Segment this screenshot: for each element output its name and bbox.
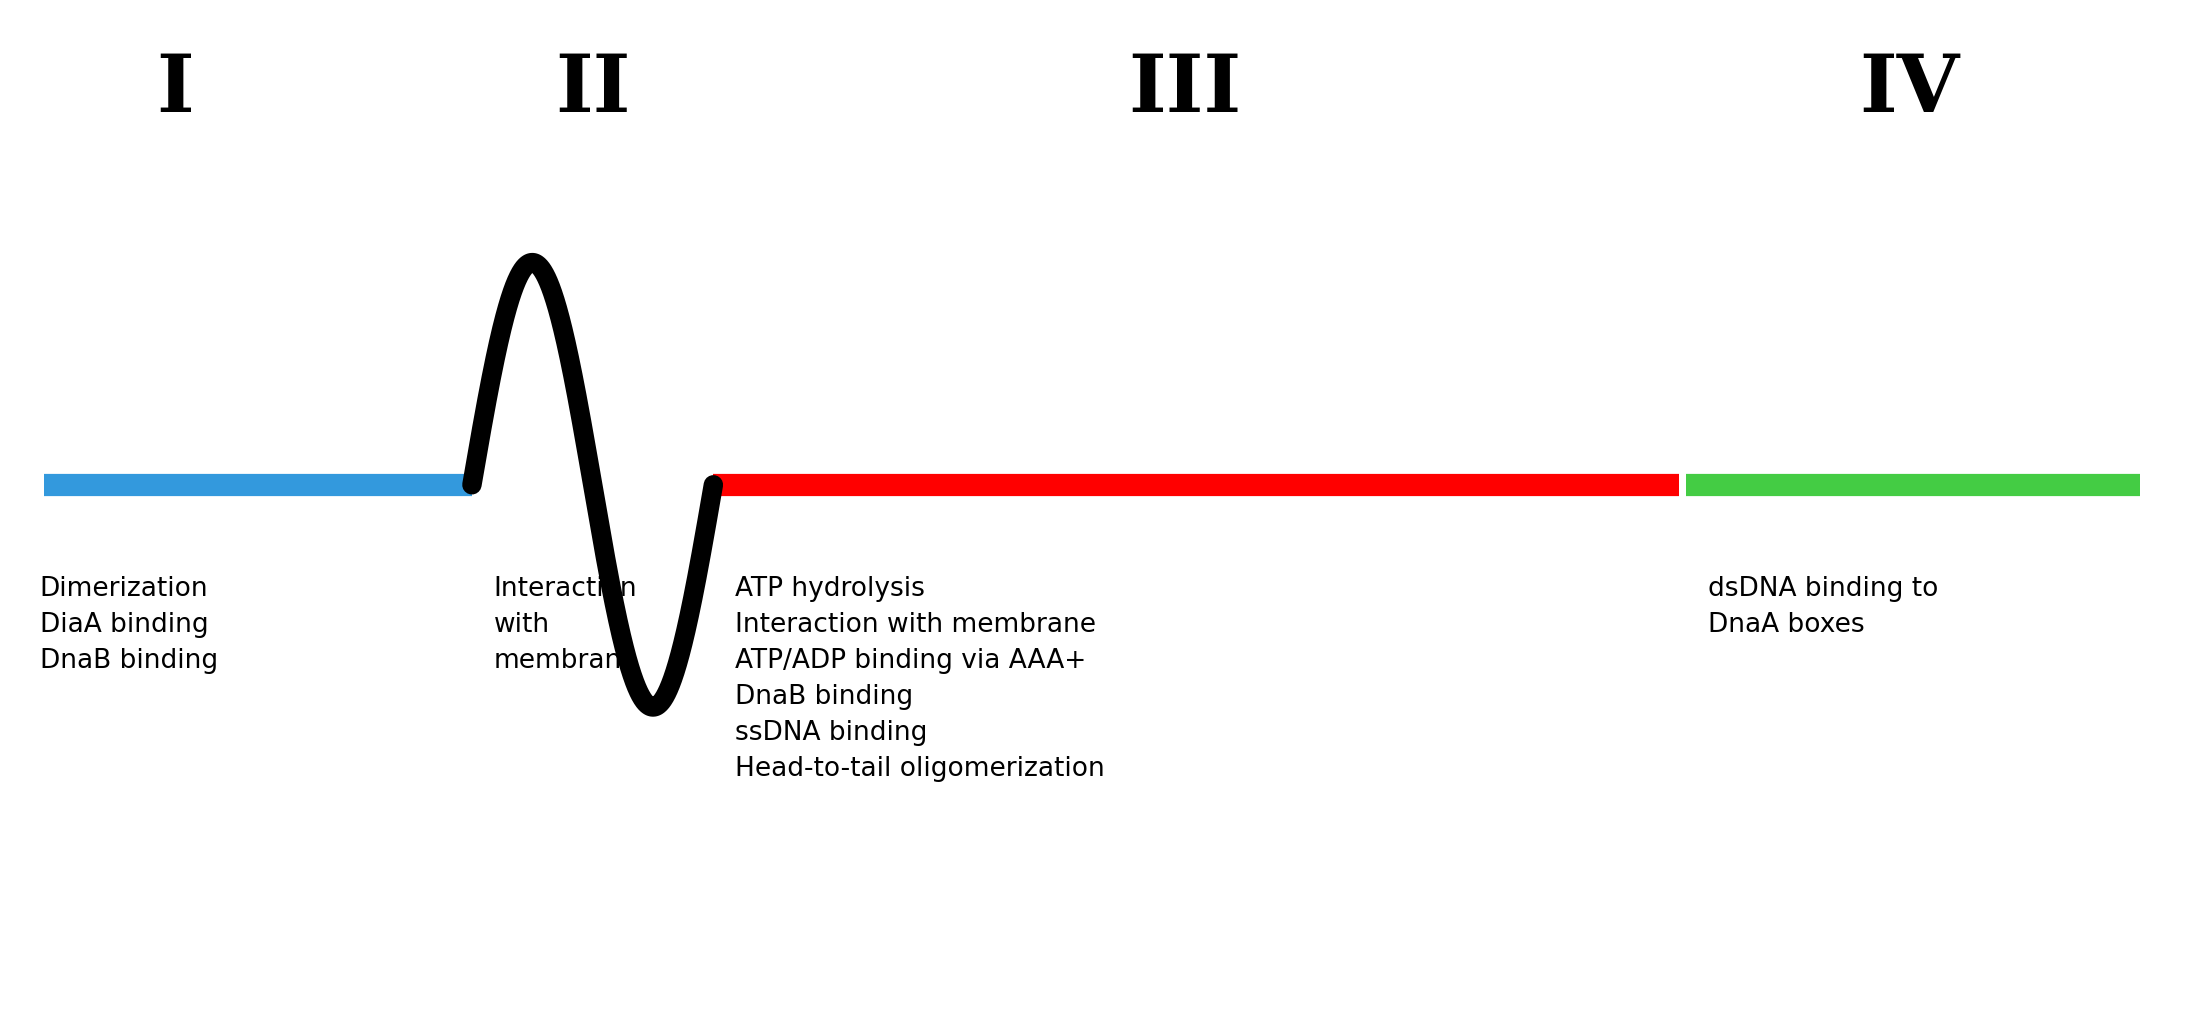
- Text: ATP hydrolysis
Interaction with membrane
ATP/ADP binding via AAA+
DnaB binding
s: ATP hydrolysis Interaction with membrane…: [735, 576, 1104, 782]
- Text: dsDNA binding to
DnaA boxes: dsDNA binding to DnaA boxes: [1708, 576, 1938, 637]
- Text: II: II: [555, 50, 630, 128]
- Text: IV: IV: [1859, 50, 1960, 128]
- Text: Dimerization
DiaA binding
DnaB binding: Dimerization DiaA binding DnaB binding: [40, 576, 217, 674]
- Text: Interaction
with
membrane: Interaction with membrane: [494, 576, 639, 674]
- Text: I: I: [156, 50, 195, 128]
- Text: III: III: [1128, 50, 1242, 128]
